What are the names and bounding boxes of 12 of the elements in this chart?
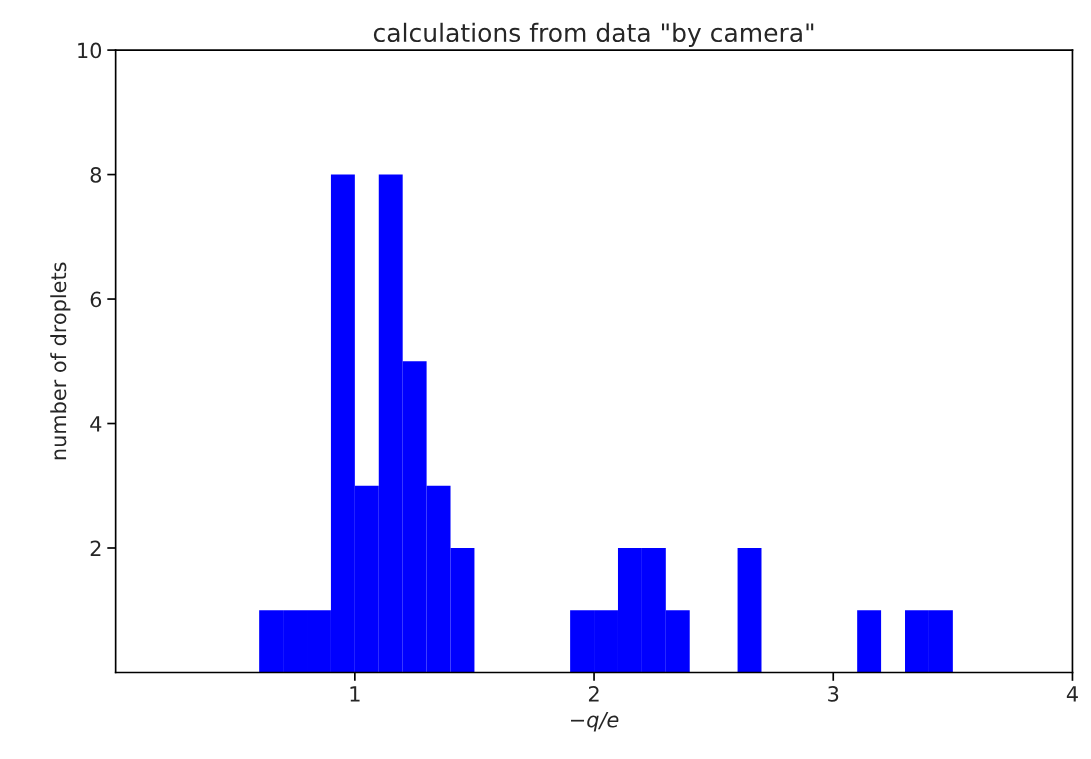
y-tick-label: 4 [90,416,102,432]
x-tick-label: 1 [350,686,360,702]
chart-title: calculations from data "by camera" [373,22,814,47]
x-tick-label: 4 [1066,686,1078,702]
x-tick-label: 3 [828,686,839,702]
y-tick-label: 2 [90,540,101,556]
x-axis-title: −q/e [571,712,619,732]
y-tick-label: 8 [90,167,102,183]
y-tick-label: 6 [90,291,102,308]
y-axis-title: number of droplets [50,262,71,460]
y-tick-label: 10 [78,42,102,59]
x-tick-label: 2 [588,686,599,702]
